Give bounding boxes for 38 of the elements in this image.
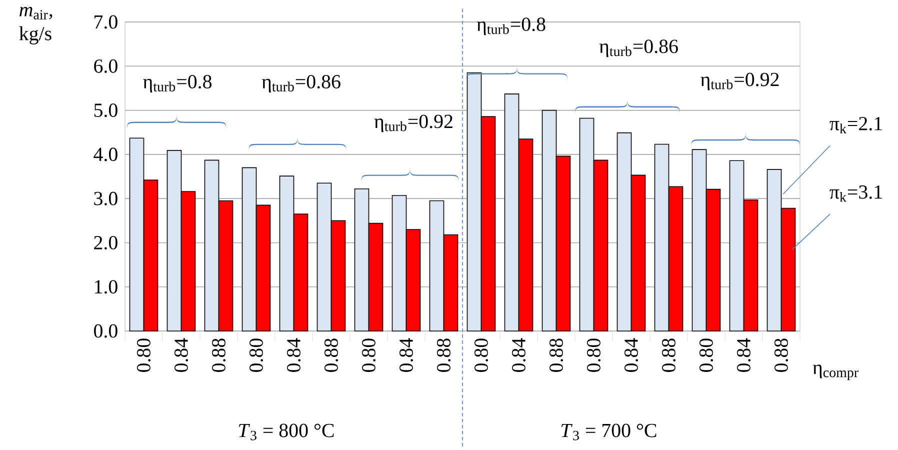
y-tick-label: 3.0 (94, 192, 118, 206)
x-tick-label: 0.84 (174, 338, 188, 372)
annotation: η$_{turb}$=0.86 (599, 40, 678, 58)
y-tick-label: 0.0 (94, 324, 118, 338)
x-tick-label: 0.88 (324, 338, 338, 372)
x-tick-label: 0.84 (286, 338, 301, 372)
y-tick-label: 7.0 (94, 15, 118, 29)
y-tick-label: 6.0 (94, 59, 118, 73)
x-axis-title: η$_{compr}$ (812, 364, 858, 380)
annotation: η$_{turb}$=0.92 (700, 72, 779, 90)
x-tick-label: 0.84 (512, 338, 526, 372)
x-tick-label: 0.80 (586, 338, 601, 372)
x-tick-label: 0.88 (662, 338, 676, 372)
annotation: η$_{turb}$=0.92 (374, 114, 452, 132)
text: T$_{3}$ = 700 °C (562, 424, 656, 440)
x-tick-label: 0.84 (624, 338, 638, 372)
y-axis-title: m$_{air}$, kg/s (19, 6, 52, 44)
y-tick-label: 5.0 (94, 104, 118, 118)
text: T$_{3}$ = 800 °C (239, 424, 334, 440)
x-tick-label: 0.80 (249, 338, 264, 372)
x-tick-label: 0.80 (362, 338, 376, 372)
series-label: π$_{k}$=3.1 (830, 185, 882, 202)
x-tick-label: 0.80 (699, 338, 714, 372)
annotation: η$_{turb}$=0.8 (476, 18, 546, 36)
y-tick-label: 1.0 (95, 280, 118, 294)
annotation: η$_{turb}$=0.86 (262, 74, 340, 92)
x-tick-label: 0.84 (399, 338, 414, 372)
x-tick-label: 0.80 (474, 338, 488, 372)
x-tick-label: 0.88 (436, 338, 451, 372)
x-tick-label: 0.88 (774, 338, 788, 372)
text: π$_{k}$=2.1 (830, 116, 882, 134)
y-tick-label: 4.0 (94, 148, 118, 162)
x-tick-label: 0.84 (736, 338, 751, 372)
x-tick-label: 0.88 (549, 338, 564, 372)
x-tick-label: 0.80 (136, 338, 151, 372)
y-tick-label: 2.0 (94, 236, 118, 250)
x-tick-label: 0.88 (212, 338, 226, 372)
annotation: η$_{turb}$=0.8 (143, 74, 212, 92)
